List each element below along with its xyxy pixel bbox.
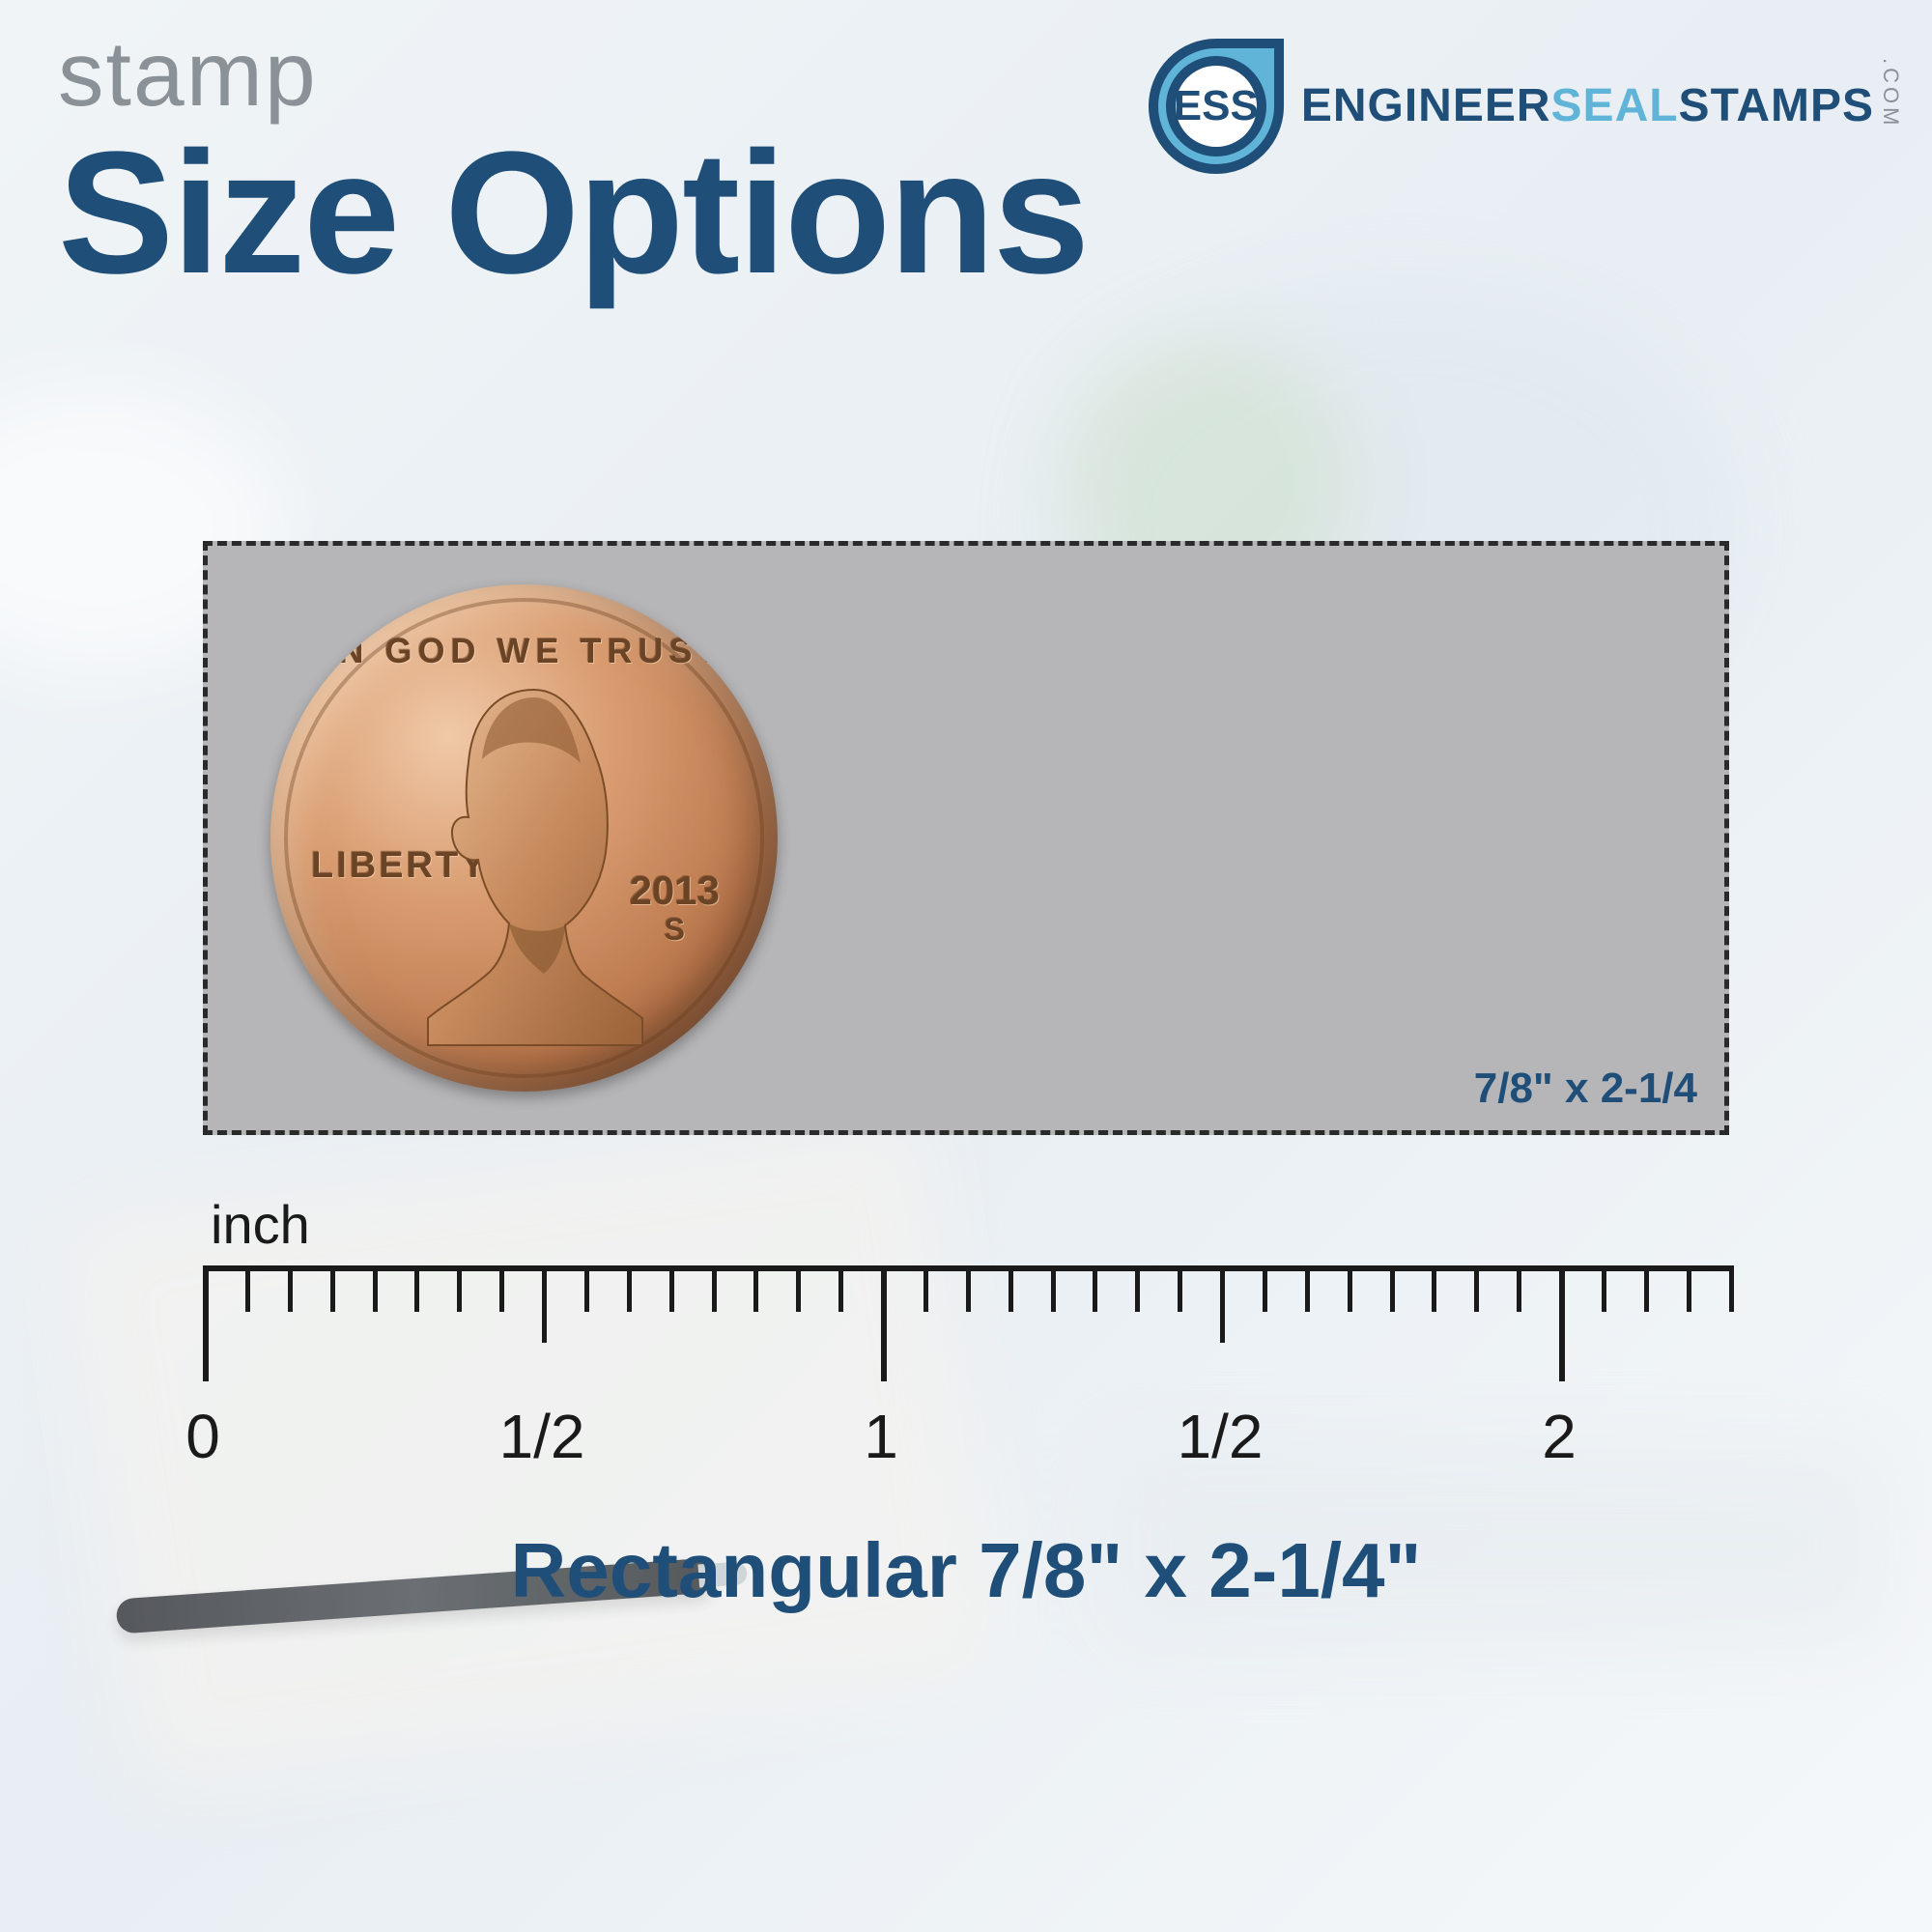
ruler-tick	[457, 1265, 462, 1312]
ruler-tick	[881, 1265, 887, 1381]
ruler-tick	[330, 1265, 335, 1312]
stamp-size-diagram: IN GOD WE TRUST LIBERTY 2013 S	[203, 541, 1729, 1135]
ruler-tick	[1305, 1265, 1310, 1312]
logo-word-stamps: STAMPS	[1679, 80, 1874, 131]
ruler-tick	[796, 1265, 801, 1312]
ruler-label: 0	[185, 1401, 220, 1472]
size-caption: Rectangular 7/8" x 2-1/4"	[0, 1526, 1932, 1615]
logo-wordmark: ENGINEERSEALSTAMPS	[1301, 83, 1874, 129]
ruler-label: 1/2	[1178, 1401, 1264, 1472]
ruler-tick	[203, 1265, 209, 1381]
ruler-tick	[1602, 1265, 1606, 1312]
ruler-tick	[542, 1265, 547, 1343]
stamp-size-label: 7/8" x 2-1/4	[1474, 1065, 1697, 1113]
ruler-tick	[288, 1265, 293, 1312]
ruler-tick	[712, 1265, 717, 1312]
ruler-tick	[1220, 1265, 1225, 1343]
penny-motto: IN GOD WE TRUST	[270, 631, 778, 671]
ruler-tick	[1517, 1265, 1521, 1312]
ruler-tick	[1093, 1265, 1097, 1312]
ruler-label: 2	[1542, 1401, 1577, 1472]
penny-scale-reference: IN GOD WE TRUST LIBERTY 2013 S	[270, 584, 778, 1092]
ruler-tick	[923, 1265, 928, 1312]
stamp-rectangle: IN GOD WE TRUST LIBERTY 2013 S	[203, 541, 1729, 1135]
logo-badge-icon: ESS	[1149, 39, 1284, 174]
ruler-tick	[373, 1265, 378, 1312]
ruler-tick	[1687, 1265, 1691, 1312]
ruler-tick	[1644, 1265, 1649, 1312]
ruler-tick	[1390, 1265, 1395, 1312]
logo-word-seal: SEAL	[1551, 80, 1679, 131]
ruler-scale: 01/211/22	[203, 1265, 1729, 1420]
ruler-tick	[1135, 1265, 1140, 1312]
ruler-tick	[1474, 1265, 1479, 1312]
ruler: inch 01/211/22	[203, 1193, 1729, 1420]
ruler-tick	[627, 1265, 632, 1312]
ruler-tick	[669, 1265, 674, 1312]
ruler-tick	[838, 1265, 843, 1312]
ruler-tick	[753, 1265, 758, 1312]
logo-badge-text: ESS	[1149, 39, 1284, 174]
ruler-unit-label: inch	[211, 1193, 1729, 1256]
ruler-tick	[1178, 1265, 1182, 1312]
lincoln-bust-icon	[389, 670, 679, 1047]
ruler-tick	[1559, 1265, 1565, 1381]
ruler-label: 1	[864, 1401, 898, 1472]
ruler-tick	[245, 1265, 250, 1312]
ruler-tick	[414, 1265, 419, 1312]
ruler-tick	[1263, 1265, 1267, 1312]
ruler-label: 1/2	[499, 1401, 585, 1472]
ruler-tick	[499, 1265, 504, 1312]
logo-dotcom: .COM	[1878, 58, 1903, 128]
ruler-labels: 01/211/22	[203, 1401, 1729, 1478]
ruler-tick	[966, 1265, 971, 1312]
ruler-tick	[1348, 1265, 1352, 1312]
brand-logo: ESS ENGINEERSEALSTAMPS .COM	[1149, 39, 1874, 174]
ruler-tick	[1009, 1265, 1013, 1312]
ruler-tick	[584, 1265, 589, 1312]
ruler-tick	[1729, 1265, 1734, 1312]
ruler-tick	[1051, 1265, 1056, 1312]
ruler-tick	[1432, 1265, 1436, 1312]
logo-word-engineer: ENGINEER	[1301, 80, 1551, 131]
